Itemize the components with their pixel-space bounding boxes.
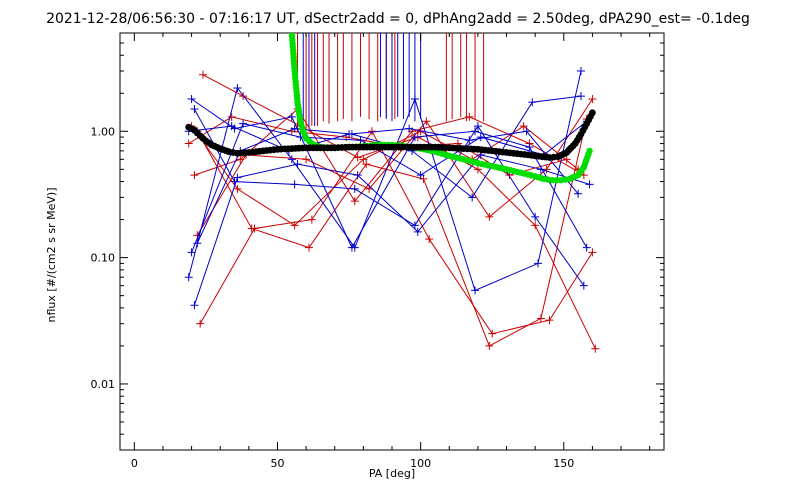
y-tick-label: 0.01	[91, 378, 116, 391]
data-point-red	[304, 243, 313, 252]
data-point-blue	[413, 227, 422, 236]
curve-dot-black	[589, 109, 596, 117]
data-point-blue	[356, 136, 365, 145]
data-point-red	[488, 329, 497, 338]
series-line-blue	[191, 98, 588, 249]
data-point-blue	[293, 160, 302, 169]
data-point-red	[227, 112, 236, 121]
data-point-red	[190, 171, 199, 180]
series-line-blue	[188, 125, 579, 195]
data-point-red	[588, 248, 597, 257]
data-point-blue	[579, 281, 588, 290]
y-axis-label: nflux [#/(cm2 s sr MeV)]	[45, 188, 58, 323]
data-point-blue	[576, 92, 585, 101]
data-point-red	[184, 139, 193, 148]
data-point-blue	[187, 95, 196, 104]
data-point-red	[562, 155, 571, 164]
data-point-red	[307, 215, 316, 224]
data-point-red	[545, 316, 554, 325]
data-point-red	[485, 341, 494, 350]
x-tick-label: 0	[131, 457, 138, 470]
data-point-red	[588, 95, 597, 104]
data-point-blue	[585, 180, 594, 189]
data-point-blue	[576, 67, 585, 76]
data-point-red	[250, 224, 259, 233]
data-point-blue	[190, 301, 199, 310]
x-tick-label: 150	[553, 457, 574, 470]
data-point-red	[199, 70, 208, 79]
data-point-red	[233, 184, 242, 193]
data-point-red	[519, 122, 528, 131]
series-line-red	[199, 130, 593, 335]
data-point-red	[591, 344, 600, 353]
data-point-blue	[476, 133, 485, 142]
x-tick-label: 100	[410, 457, 431, 470]
series-line-red	[202, 74, 596, 349]
data-point-red	[465, 112, 474, 121]
data-point-red	[350, 197, 359, 206]
data-point-blue	[287, 155, 296, 164]
data-point-red	[302, 155, 311, 164]
x-axis-label: PA [deg]	[369, 467, 415, 480]
data-point-red	[473, 165, 482, 174]
data-point-blue	[471, 127, 480, 136]
data-point-blue	[528, 98, 537, 107]
data-point-red	[362, 160, 371, 169]
data-point-blue	[410, 133, 419, 142]
data-point-blue	[347, 243, 356, 252]
data-point-blue	[534, 259, 543, 268]
data-point-blue	[184, 273, 193, 282]
data-point-red	[425, 235, 434, 244]
data-point-blue	[525, 143, 534, 152]
data-point-blue	[239, 119, 248, 128]
series-line-blue	[193, 108, 585, 286]
data-point-red	[531, 221, 540, 230]
data-point-blue	[405, 124, 414, 133]
data-point-blue	[350, 184, 359, 193]
data-point-red	[422, 117, 431, 126]
data-point-blue	[287, 112, 296, 121]
data-point-blue	[416, 171, 425, 180]
data-point-blue	[468, 193, 477, 202]
data-point-blue	[233, 84, 242, 93]
chart-title: 2021-12-28/06:56:30 - 07:16:17 UT, dSect…	[46, 11, 750, 27]
data-point-red	[353, 153, 362, 162]
data-point-red	[536, 314, 545, 323]
data-point-blue	[536, 165, 545, 174]
data-point-blue	[531, 212, 540, 221]
data-point-blue	[465, 136, 474, 145]
data-point-blue	[227, 122, 236, 131]
data-point-blue	[187, 248, 196, 257]
series-line-blue	[191, 120, 588, 253]
data-point-blue	[193, 239, 202, 248]
curve-dot-green	[586, 147, 593, 155]
y-tick-label: 1.00	[91, 125, 116, 138]
data-point-blue	[353, 171, 362, 180]
data-point-blue	[410, 221, 419, 230]
data-point-blue	[190, 105, 199, 114]
data-point-blue	[522, 127, 531, 136]
data-layer	[184, 33, 600, 353]
series-line-blue	[188, 70, 582, 292]
axes-layer: 0 50 100 150 0.01 0.10 1.00	[91, 32, 664, 470]
data-point-red	[359, 155, 368, 164]
data-point-blue	[233, 173, 242, 182]
data-point-blue	[410, 95, 419, 104]
data-point-blue	[582, 243, 591, 252]
data-point-red	[485, 212, 494, 221]
data-point-red	[290, 221, 299, 230]
data-point-blue	[345, 130, 354, 139]
data-point-blue	[290, 180, 299, 189]
y-tick-label: 0.10	[91, 252, 116, 265]
data-point-blue	[473, 122, 482, 131]
series-line-blue	[193, 154, 590, 306]
data-point-red	[196, 319, 205, 328]
data-point-blue	[471, 286, 480, 295]
x-tick-label: 50	[270, 457, 284, 470]
data-point-blue	[290, 124, 299, 133]
data-point-blue	[574, 189, 583, 198]
